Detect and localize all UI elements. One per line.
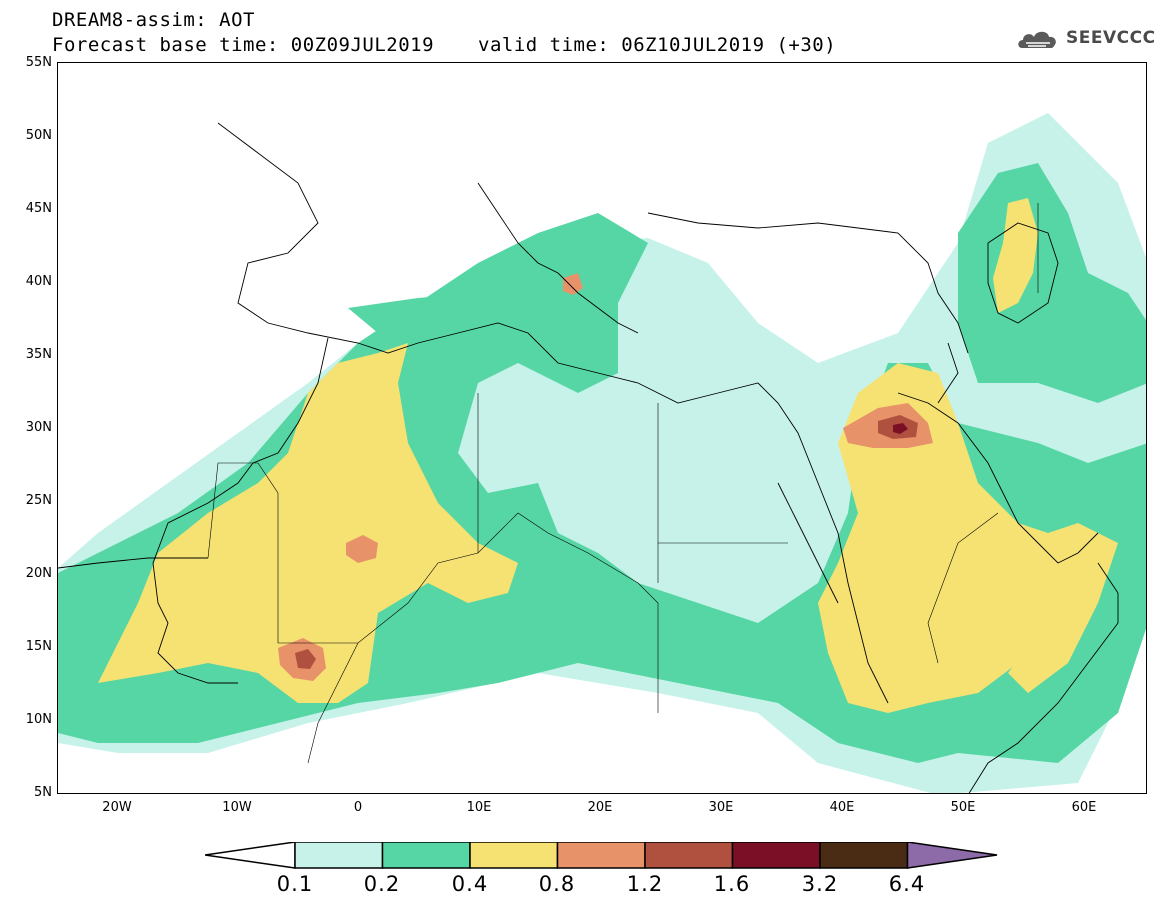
country-borders xyxy=(207,203,1039,764)
lon-label-40e: 40E xyxy=(829,800,855,815)
lon-label-50e: 50E xyxy=(950,800,976,815)
lat-label-55n: 55N xyxy=(25,55,52,70)
colorbar-label-1.6: 1.6 xyxy=(713,872,751,896)
lat-label-30n: 30N xyxy=(25,420,52,435)
colorbar-label-0.4: 0.4 xyxy=(451,872,489,896)
logo-text: SEEVCCC xyxy=(1066,28,1156,48)
aot-map xyxy=(57,62,1147,794)
cloud-icon xyxy=(1018,31,1056,48)
lat-label-45n: 45N xyxy=(25,201,52,216)
lat-label-25n: 25N xyxy=(25,493,52,508)
coastlines xyxy=(58,122,1119,793)
lon-label-10e: 10E xyxy=(466,800,492,815)
lon-label-10w: 10W xyxy=(222,800,252,815)
colorbar-bin-1 xyxy=(294,842,384,869)
lon-label-30e: 30E xyxy=(708,800,734,815)
colorbar-bin-6 xyxy=(731,842,821,869)
colorbar-bin-2 xyxy=(381,842,471,869)
lat-label-35n: 35N xyxy=(25,347,52,362)
colorbar-label-6.4: 6.4 xyxy=(888,872,926,896)
aot-level-0.4 xyxy=(98,198,1118,713)
lat-label-50n: 50N xyxy=(25,128,52,143)
colorbar-bin-7 xyxy=(819,842,909,869)
lon-label-0: 0 xyxy=(353,800,363,815)
lat-label-10n: 10N xyxy=(25,712,52,727)
lat-label-40n: 40N xyxy=(25,274,52,289)
forecast-base-time: Forecast base time: 00Z09JUL2019 xyxy=(52,34,435,56)
aot-field xyxy=(58,63,1146,793)
colorbar-label-0.2: 0.2 xyxy=(363,872,401,896)
colorbar-label-0.1: 0.1 xyxy=(276,872,314,896)
colorbar-bin-4 xyxy=(556,842,646,869)
lat-label-15n: 15N xyxy=(25,639,52,654)
aot-level-1.6 xyxy=(893,423,908,434)
colorbar-bin-5 xyxy=(644,842,734,869)
colorbar-label-1.2: 1.2 xyxy=(626,872,664,896)
map-title: DREAM8-assim: AOT xyxy=(52,9,255,31)
colorbar-high-triangle xyxy=(906,842,998,869)
valid-time: valid time: 06Z10JUL2019 (+30) xyxy=(478,34,837,56)
lat-label-5n: 5N xyxy=(34,785,52,800)
colorbar-bin-3 xyxy=(469,842,559,869)
colorbar-label-0.8: 0.8 xyxy=(538,872,576,896)
colorbar xyxy=(205,842,998,869)
lat-label-20n: 20N xyxy=(25,566,52,581)
lon-label-20w: 20W xyxy=(102,800,132,815)
colorbar-low-triangle xyxy=(205,842,296,869)
lon-label-20e: 20E xyxy=(587,800,613,815)
lon-label-60e: 60E xyxy=(1071,800,1097,815)
colorbar-label-3.2: 3.2 xyxy=(801,872,839,896)
